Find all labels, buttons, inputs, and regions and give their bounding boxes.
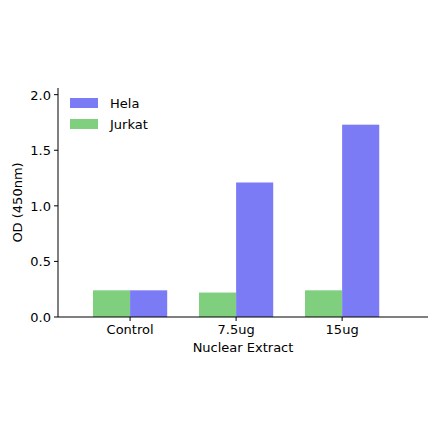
y-axis-label: OD (450nm) (10, 162, 25, 242)
y-tick (54, 150, 58, 151)
bars (93, 125, 379, 317)
x-tick (342, 317, 343, 321)
y-tick (54, 317, 58, 318)
legend: Hela Jurkat (70, 96, 148, 132)
y-tick (54, 261, 58, 262)
legend-swatch (70, 98, 98, 108)
y-axis (58, 88, 59, 317)
x-tick-label: Control (107, 322, 154, 337)
y-tick-label: 2.0 (30, 88, 51, 103)
bar (342, 125, 379, 317)
y-tick (54, 205, 58, 206)
legend-label: Hela (110, 96, 139, 111)
y-tick-label: 0.5 (30, 254, 51, 269)
y-tick-label: 1.0 (30, 199, 51, 214)
legend-label: Jurkat (109, 117, 148, 132)
x-axis-label: Nuclear Extract (193, 340, 294, 355)
bar (93, 290, 130, 317)
x-tick (236, 317, 237, 321)
y-tick-label: 0.0 (30, 310, 51, 325)
y-tick-label: 1.5 (30, 143, 51, 158)
x-tick-label: 15ug (326, 322, 359, 337)
legend-swatch (70, 119, 98, 129)
x-tick-label: 7.5ug (218, 322, 255, 337)
y-tick (54, 94, 58, 95)
x-axis (58, 317, 428, 318)
chart: 0.0 0.5 1.0 1.5 2.0 Control 7.5ug 15ug Nuclear E… (0, 0, 440, 441)
bar (130, 290, 167, 317)
bar (199, 293, 236, 317)
bar (236, 182, 273, 317)
bar (305, 290, 342, 317)
x-tick (130, 317, 131, 321)
